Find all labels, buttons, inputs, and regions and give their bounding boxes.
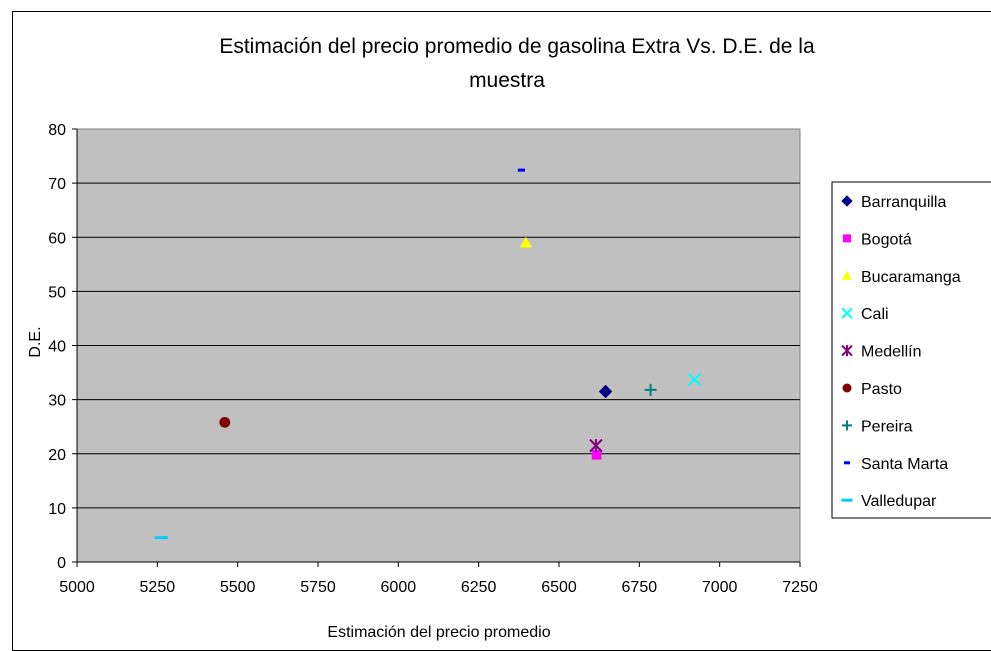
x-axis-ticks: 5000 5250 5500 5750 6000 6250 6500 6750 7000 7250	[59, 129, 818, 596]
legend-label: Santa Marta	[861, 456, 948, 473]
chart-title-line-2: muestra	[469, 69, 545, 92]
y-tick-label: 30	[48, 393, 66, 410]
legend-label: Pasto	[861, 381, 902, 398]
legend: Barranquilla Bogotá Bucaramanga Cali Medellí…	[831, 181, 991, 519]
data-point	[598, 384, 613, 399]
y-tick-label: 80	[48, 122, 66, 139]
x-tick-label: 7250	[782, 579, 818, 596]
gridlines	[77, 182, 800, 509]
data-point	[687, 372, 702, 387]
legend-label: Pereira	[861, 418, 913, 435]
legend-marker	[841, 307, 853, 319]
x-tick-label: 6000	[381, 579, 417, 596]
legend-label: Cali	[861, 306, 889, 323]
x-tick-label: 5250	[140, 579, 176, 596]
x-tick-label: 6250	[461, 579, 497, 596]
data-point	[589, 438, 603, 453]
chart-title-line-1: Estimación del precio promedio de gasoli…	[219, 35, 815, 58]
y-axis-title: D.E.	[27, 326, 44, 357]
x-tick-label: 7000	[702, 579, 738, 596]
x-tick-label: 6750	[622, 579, 658, 596]
y-tick-label: 40	[48, 339, 66, 356]
legend-marker	[842, 270, 852, 280]
x-axis-title: Estimación del precio promedio	[327, 624, 550, 641]
data-points	[154, 168, 702, 540]
legend-label: Valledupar	[861, 493, 937, 510]
y-tick-label: 60	[48, 230, 66, 247]
legend-marker	[841, 344, 853, 357]
y-tick-label: 20	[48, 447, 66, 464]
legend-marker	[842, 420, 852, 431]
x-tick-label: 5500	[220, 579, 256, 596]
data-point	[219, 416, 231, 428]
legend-marker	[842, 383, 852, 393]
x-tick-label: 5000	[59, 579, 95, 596]
x-tick-label: 5750	[300, 579, 336, 596]
y-tick-label: 0	[57, 555, 66, 572]
legend-label: Medellín	[861, 344, 921, 361]
y-axis-ticks: 0 10 20 30 40 50 60 70 80	[48, 122, 77, 572]
data-point	[519, 236, 532, 248]
legend-marker	[841, 195, 853, 207]
y-tick-label: 70	[48, 176, 66, 193]
legend-label: Bogotá	[861, 231, 912, 248]
legend-label: Bucaramanga	[861, 269, 961, 286]
x-tick-label: 6500	[541, 579, 577, 596]
legend-label: Barranquilla	[861, 194, 946, 211]
y-tick-label: 10	[48, 501, 66, 518]
data-point	[591, 450, 602, 460]
legend-marker	[843, 234, 851, 243]
data-point	[644, 383, 657, 396]
legend-box	[831, 181, 991, 519]
y-tick-label: 50	[48, 284, 66, 301]
